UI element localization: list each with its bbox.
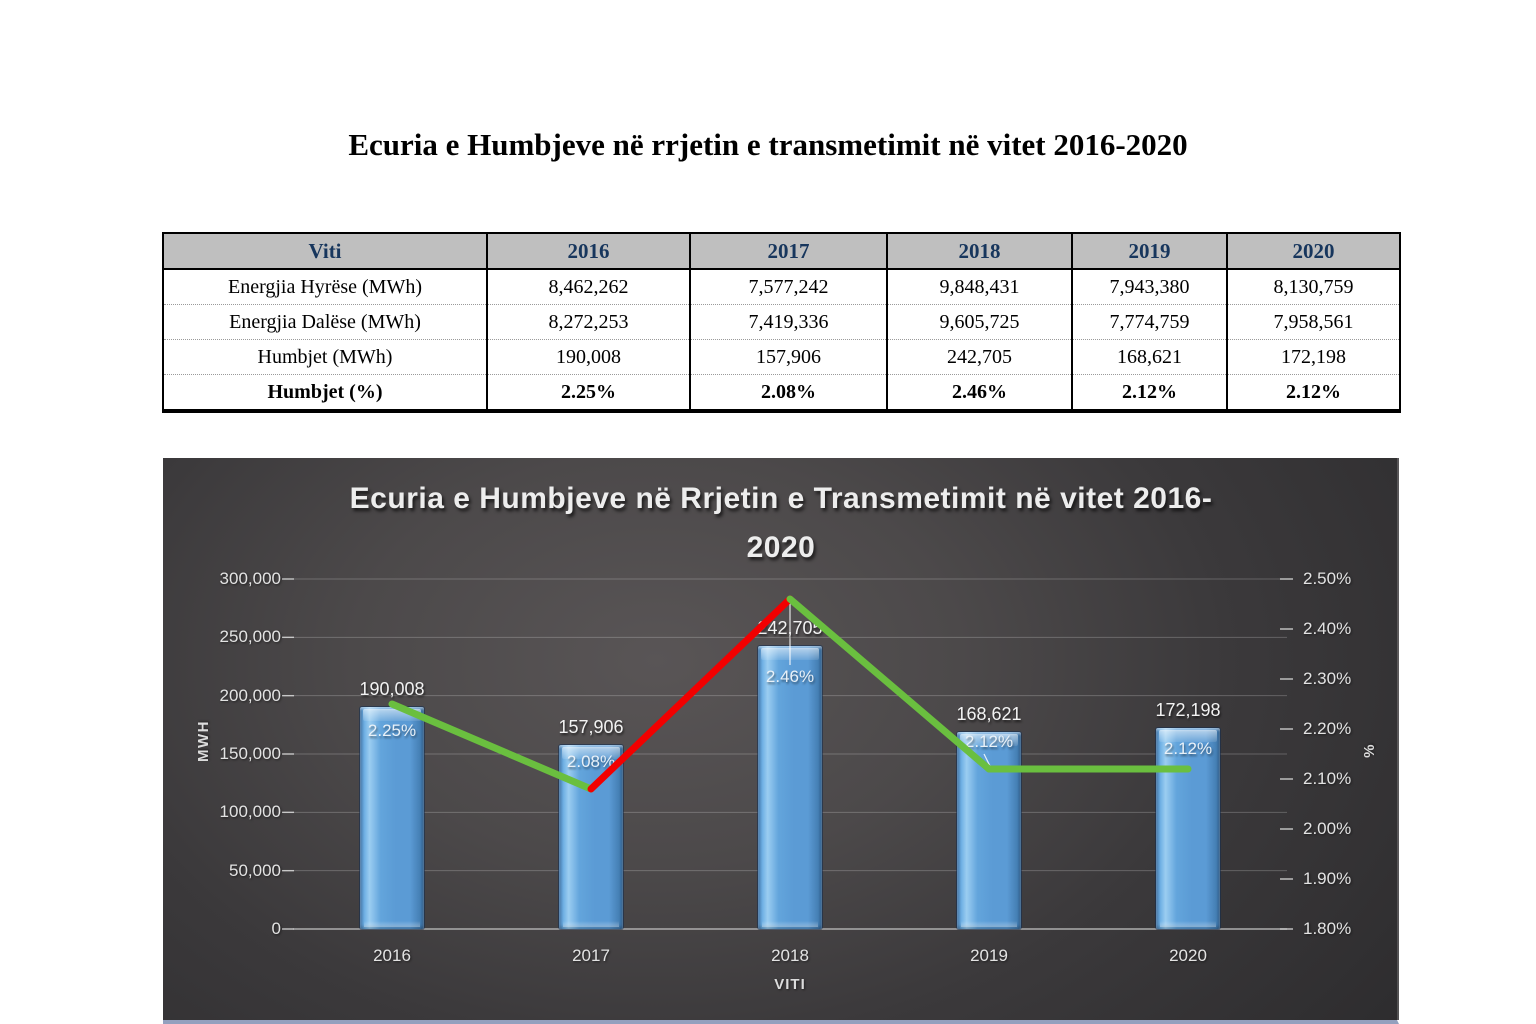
label-leader-line [983, 753, 991, 767]
chart-object[interactable]: 300,000 250,000 200,000 150,000 100,000 50,00… [163, 458, 1399, 1024]
left-axis-tick-label: 100,000 [219, 802, 281, 822]
left-axis-tick-label: 250,000 [219, 627, 281, 647]
right-axis-tick-label: 2.00% [1303, 819, 1352, 838]
left-axis-tick-label: 200,000 [219, 685, 281, 705]
row-label: Energjia Dalëse (MWh) [162, 304, 488, 340]
bar-value-label: 157,906 [558, 716, 624, 737]
cell: 7,958,561 [1226, 304, 1401, 340]
cell: 172,198 [1226, 339, 1401, 375]
row-label: Energjia Hyrëse (MWh) [162, 269, 488, 305]
header-2020: 2020 [1226, 233, 1401, 270]
cell: 2.08% [689, 374, 888, 411]
right-axis-tick-label: 1.80% [1303, 919, 1352, 938]
cell: 242,705 [886, 339, 1073, 375]
cell: 7,943,380 [1071, 269, 1228, 305]
right-axis-tick-label: 2.50% [1303, 569, 1352, 588]
bar-2017 [559, 744, 623, 929]
chart-title-line2: 2020 [746, 531, 816, 564]
bar-2019 [957, 732, 1021, 929]
bar-value-label: 172,198 [1155, 700, 1221, 721]
cell: 190,008 [486, 339, 691, 375]
x-axis-tick-label: 2019 [970, 946, 1008, 965]
x-axis-tick-label: 2017 [572, 946, 610, 965]
right-axis-tick-label: 2.40% [1303, 619, 1352, 638]
table-header-row: Viti 2016 2017 2018 2019 2020 [162, 233, 1401, 270]
table-row: Humbjet (%) 2.25% 2.08% 2.46% 2.12% 2.12… [162, 374, 1401, 411]
cell: 7,419,336 [689, 304, 888, 340]
cell: 7,774,759 [1071, 304, 1228, 340]
x-axis-title: VITI [774, 976, 806, 993]
cell: 9,848,431 [886, 269, 1073, 305]
cell: 157,906 [689, 339, 888, 375]
percent-line-segment [388, 700, 595, 793]
cell: 8,130,759 [1226, 269, 1401, 305]
line-percent-label: 2.08% [566, 752, 616, 771]
x-axis-tick-label: 2020 [1169, 946, 1207, 965]
cell: 9,605,725 [886, 304, 1073, 340]
cell: 8,272,253 [486, 304, 691, 340]
table-row: Energjia Hyrëse (MWh) 8,462,262 7,577,24… [162, 269, 1401, 305]
right-axis-tick-label: 2.30% [1303, 669, 1352, 688]
right-axis-tick-label: 2.10% [1303, 769, 1352, 788]
left-axis-tick-label: 50,000 [229, 860, 281, 880]
line-percent-label: 2.12% [964, 732, 1014, 751]
header-viti: Viti [162, 233, 488, 270]
right-axis-title: % [1361, 743, 1378, 758]
x-axis-tick-label: 2018 [771, 946, 809, 965]
header-2016: 2016 [486, 233, 691, 270]
cell: 2.25% [486, 374, 691, 411]
x-axis-tick-label: 2016 [373, 946, 411, 965]
cell: 2.46% [886, 374, 1073, 411]
left-axis-title: MWH [195, 720, 212, 762]
header-2018: 2018 [886, 233, 1073, 270]
header-2019: 2019 [1071, 233, 1228, 270]
row-label: Humbjet (MWh) [162, 339, 488, 375]
row-label: Humbjet (%) [162, 374, 488, 411]
right-axis-tick-label: 2.20% [1303, 719, 1352, 738]
chart-title-line1: Ecuria e Humbjeve në Rrjetin e Transmeti… [349, 482, 1213, 515]
header-2017: 2017 [689, 233, 888, 270]
document-title: Ecuria e Humbjeve në rrjetin e transmeti… [348, 127, 1188, 162]
left-axis-tick-label: 300,000 [219, 569, 281, 588]
cell: 2.12% [1071, 374, 1228, 411]
right-axis-tick-label: 1.90% [1303, 869, 1352, 888]
line-percent-label: 2.46% [765, 667, 815, 686]
chart-title: Ecuria e Humbjeve në Rrjetin e Transmeti… [281, 474, 1281, 572]
cell: 7,577,242 [689, 269, 888, 305]
bar-2018 [758, 645, 822, 929]
bar-value-label: 190,008 [359, 679, 425, 700]
percent-line-segment [786, 595, 993, 773]
left-axis-tick-label: 0 [271, 919, 281, 938]
cell: 168,621 [1071, 339, 1228, 375]
bar-value-label: 168,621 [956, 704, 1022, 725]
percent-line-segment [587, 595, 794, 793]
line-percent-label: 2.12% [1163, 739, 1213, 758]
table-row: Energjia Dalëse (MWh) 8,272,253 7,419,33… [162, 304, 1401, 340]
cell: 8,462,262 [486, 269, 691, 305]
cell: 2.12% [1226, 374, 1401, 411]
line-percent-label: 2.25% [367, 721, 417, 740]
bar-2020 [1156, 728, 1220, 929]
bar-value-label: 242,705 [757, 617, 823, 638]
table-row: Humbjet (MWh) 190,008 157,906 242,705 16… [162, 339, 1401, 375]
losses-table: Viti 2016 2017 2018 2019 2020 Energjia H… [162, 232, 1401, 413]
bar-2016 [360, 707, 424, 929]
